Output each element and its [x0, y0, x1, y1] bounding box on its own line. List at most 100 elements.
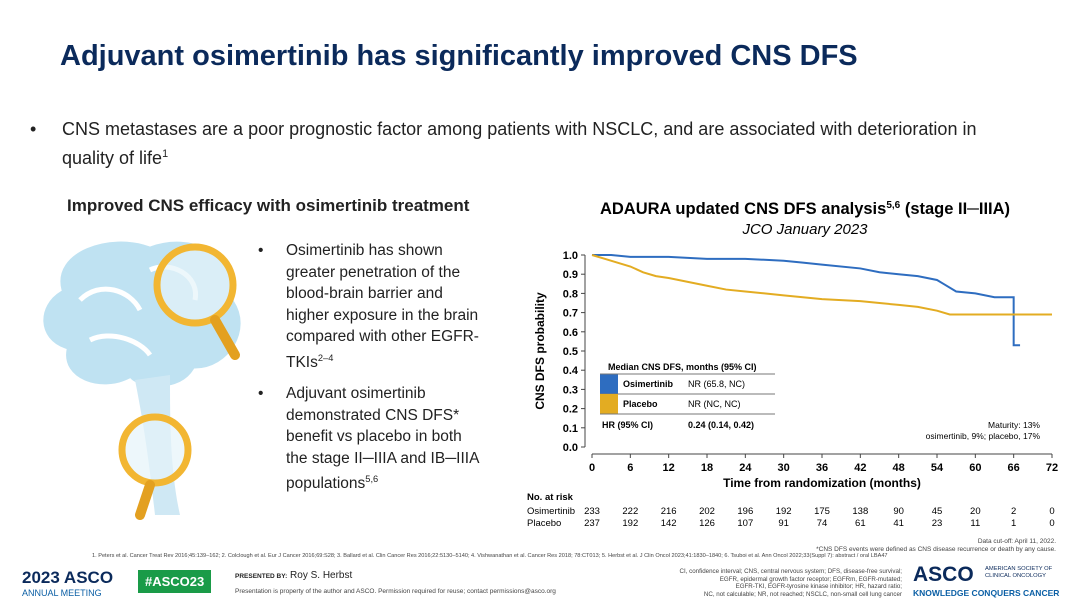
intro-sup: 1 — [162, 148, 169, 160]
y-axis-label: CNS DFS probability — [533, 292, 547, 410]
x-tick-label: 36 — [816, 462, 828, 474]
hr-value: 0.24 (0.14, 0.42) — [688, 420, 754, 430]
chart-subtitle: JCO January 2023 — [741, 221, 868, 238]
legend-swatch — [600, 374, 618, 394]
y-tick-label: 0.6 — [563, 327, 578, 339]
y-tick-label: 1.0 — [563, 250, 578, 262]
chart-title-main: ADAURA updated CNS DFS analysis — [600, 200, 886, 218]
legend-label: Osimertinib — [623, 379, 674, 389]
x-tick-label: 12 — [663, 462, 675, 474]
chart-title: ADAURA updated CNS DFS analysis5,6 (stag… — [600, 200, 1010, 218]
meeting-year: 2023 — [22, 568, 60, 587]
hashtag: #ASCO23 — [138, 570, 212, 593]
presented-by: PRESENTED BY: — [235, 573, 288, 580]
brain-illustration — [40, 238, 244, 520]
y-tick-label: 0.7 — [563, 308, 578, 320]
risk-value: 0 — [1049, 518, 1054, 529]
risk-title: No. at risk — [527, 492, 574, 503]
risk-value: 90 — [893, 506, 904, 517]
meeting-sub: ANNUAL MEETING — [22, 588, 102, 598]
abbr-line: EGFR-TKI, EGFR-tyrosine kinase inhibitor… — [735, 583, 902, 590]
abbr-line: NC, not calculable; NR, not reached; NSC… — [703, 590, 902, 598]
x-tick-label: 30 — [778, 462, 790, 474]
legend-label: Placebo — [623, 399, 658, 409]
risk-value: 196 — [737, 506, 753, 517]
notice: Presentation is property of the author a… — [235, 588, 556, 595]
bullet-text: Osimertinib has shown greater penetratio… — [286, 242, 479, 371]
references: 1. Peters et al. Cancer Treat Rev 2016;4… — [92, 553, 888, 559]
presenter-line: PRESENTED BY: Roy S. Herbst — [235, 570, 352, 581]
risk-value: 233 — [584, 506, 600, 517]
risk-value: 216 — [661, 506, 677, 517]
table-value: NR (65.8, NC) — [688, 379, 745, 389]
x-tick-label: 66 — [1008, 462, 1020, 474]
risk-value: 11 — [970, 518, 980, 529]
risk-value: 23 — [932, 518, 943, 529]
y-tick-label: 0.1 — [563, 423, 578, 435]
abbr-line: CI, confidence interval; CNS, central ne… — [679, 568, 903, 575]
bullet-sup: 5,6 — [365, 474, 379, 484]
table-value: NR (NC, NC) — [688, 399, 741, 409]
x-tick-label: 6 — [627, 462, 633, 474]
intro-text: CNS metastases are a poor prognostic fac… — [62, 119, 977, 168]
x-tick-label: 18 — [701, 462, 713, 474]
abbreviations: CI, confidence interval; CNS, central ne… — [680, 568, 903, 598]
risk-value: 192 — [622, 518, 638, 529]
hr-label: HR (95% CI) — [602, 420, 653, 430]
risk-value: 2 — [1011, 506, 1016, 517]
risk-value: 41 — [893, 518, 904, 529]
legend-swatch — [600, 394, 618, 414]
bullet-sup: 2–4 — [317, 352, 334, 363]
y-tick-label: 0.3 — [563, 384, 578, 396]
table-header: Median CNS DFS, months (95% CI) — [608, 362, 757, 372]
presenter: Roy S. Herbst — [290, 570, 353, 581]
risk-value: 61 — [855, 518, 866, 529]
maturity-note: Maturity: 13% — [988, 420, 1040, 430]
society-line: AMERICAN SOCIETY OF — [985, 566, 1053, 572]
risk-value: 74 — [817, 518, 828, 529]
risk-name: Osimertinib — [527, 506, 575, 517]
meeting-brand: ASCO — [63, 568, 114, 587]
risk-name: Placebo — [527, 518, 561, 529]
x-tick-label: 48 — [893, 462, 905, 474]
chart-title-suffix: (stage II─IIIA) — [900, 200, 1010, 218]
risk-value: 20 — [970, 506, 981, 517]
x-tick-label: 24 — [739, 462, 752, 474]
bullet-text: Adjuvant osimertinib demonstrated CNS DF… — [286, 385, 479, 493]
y-tick-label: 0.0 — [563, 442, 578, 454]
risk-value: 222 — [622, 506, 638, 517]
km-curve — [591, 254, 1052, 316]
meeting-logo: 2023 ASCO ANNUAL MEETING — [22, 568, 113, 598]
footnotes: Data cut-off: April 11, 2022. *CNS DFS ev… — [816, 538, 1056, 554]
x-tick-label: 0 — [589, 462, 595, 474]
footnote: *CNS DFS events were defined as CNS dise… — [816, 546, 1056, 553]
risk-value: 138 — [852, 506, 868, 517]
x-tick-label: 60 — [969, 462, 981, 474]
y-tick-label: 0.9 — [563, 269, 578, 281]
y-tick-label: 0.8 — [563, 288, 578, 300]
x-tick-label: 72 — [1046, 462, 1058, 474]
risk-value: 237 — [584, 518, 600, 529]
y-tick-label: 0.2 — [563, 404, 578, 416]
tagline: KNOWLEDGE CONQUERS CANCER — [913, 588, 1060, 598]
km-curve — [592, 254, 1021, 347]
x-tick-label: 42 — [854, 462, 866, 474]
society-line: CLINICAL ONCOLOGY — [985, 573, 1046, 579]
risk-value: 175 — [814, 506, 830, 517]
x-tick-label: 54 — [931, 462, 944, 474]
risk-value: 91 — [778, 518, 789, 529]
society: AMERICAN SOCIETY OF CLINICAL ONCOLOGY — [985, 566, 1052, 580]
y-tick-label: 0.5 — [563, 346, 578, 358]
left-heading: Improved CNS efficacy with osimertinib t… — [67, 196, 470, 215]
risk-value: 107 — [737, 518, 753, 529]
maturity-note: osimertinib, 9%; placebo, 17% — [926, 431, 1041, 441]
risk-value: 0 — [1049, 506, 1054, 517]
x-axis-label: Time from randomization (months) — [723, 476, 921, 490]
risk-value: 142 — [661, 518, 677, 529]
risk-value: 1 — [1011, 518, 1016, 529]
y-tick-label: 0.4 — [563, 365, 579, 377]
slide-title: Adjuvant osimertinib has significantly i… — [60, 40, 858, 72]
risk-value: 45 — [932, 506, 943, 517]
